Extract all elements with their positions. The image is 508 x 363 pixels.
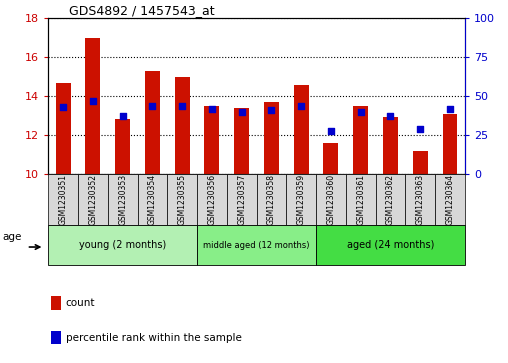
Bar <box>197 174 227 225</box>
Bar <box>442 114 457 174</box>
Point <box>267 107 275 113</box>
Bar <box>204 106 219 174</box>
Text: count: count <box>66 298 96 308</box>
Bar <box>197 225 316 265</box>
Text: GSM1230357: GSM1230357 <box>237 174 246 225</box>
Bar <box>264 102 279 174</box>
Point <box>297 103 305 109</box>
Bar <box>51 297 61 310</box>
Text: GSM1230360: GSM1230360 <box>327 174 335 225</box>
Text: GSM1230354: GSM1230354 <box>148 174 157 225</box>
Point <box>416 126 424 132</box>
Point <box>178 103 186 109</box>
Point <box>327 128 335 134</box>
Point <box>446 106 454 111</box>
Text: GSM1230353: GSM1230353 <box>118 174 127 225</box>
Bar <box>167 174 197 225</box>
Point <box>118 114 126 119</box>
Bar <box>412 151 428 174</box>
Bar <box>51 331 61 344</box>
Bar <box>435 174 465 225</box>
Bar <box>115 119 130 174</box>
Bar <box>316 225 465 265</box>
Text: GSM1230363: GSM1230363 <box>416 174 425 225</box>
Bar <box>287 174 316 225</box>
Bar <box>48 225 197 265</box>
Text: percentile rank within the sample: percentile rank within the sample <box>66 333 242 343</box>
Text: GSM1230351: GSM1230351 <box>58 174 68 225</box>
Bar <box>405 174 435 225</box>
Point <box>59 104 67 110</box>
Bar <box>48 174 78 225</box>
Bar <box>346 174 375 225</box>
Text: GSM1230356: GSM1230356 <box>207 174 216 225</box>
Text: GSM1230359: GSM1230359 <box>297 174 306 225</box>
Text: middle aged (12 months): middle aged (12 months) <box>203 241 310 249</box>
Text: GDS4892 / 1457543_at: GDS4892 / 1457543_at <box>69 4 215 17</box>
Bar <box>324 143 338 174</box>
Point <box>148 103 156 109</box>
Bar <box>227 174 257 225</box>
Bar <box>316 174 346 225</box>
Bar <box>145 71 160 174</box>
Bar <box>78 174 108 225</box>
Point <box>357 109 365 115</box>
Text: GSM1230362: GSM1230362 <box>386 174 395 225</box>
Bar <box>56 82 71 174</box>
Point <box>238 109 246 115</box>
Bar <box>353 106 368 174</box>
Text: age: age <box>3 232 22 242</box>
Text: young (2 months): young (2 months) <box>79 240 166 250</box>
Text: GSM1230358: GSM1230358 <box>267 174 276 225</box>
Bar <box>257 174 287 225</box>
Bar <box>108 174 138 225</box>
Bar <box>383 117 398 174</box>
Text: aged (24 months): aged (24 months) <box>347 240 434 250</box>
Text: GSM1230355: GSM1230355 <box>178 174 186 225</box>
Text: GSM1230361: GSM1230361 <box>356 174 365 225</box>
Point <box>89 98 97 104</box>
Point <box>387 114 395 119</box>
Bar <box>294 85 308 174</box>
Bar <box>85 38 100 174</box>
Text: GSM1230352: GSM1230352 <box>88 174 98 225</box>
Bar <box>234 108 249 174</box>
Text: GSM1230364: GSM1230364 <box>446 174 455 225</box>
Point <box>208 106 216 111</box>
Bar <box>375 174 405 225</box>
Bar <box>138 174 167 225</box>
Bar <box>175 77 189 174</box>
